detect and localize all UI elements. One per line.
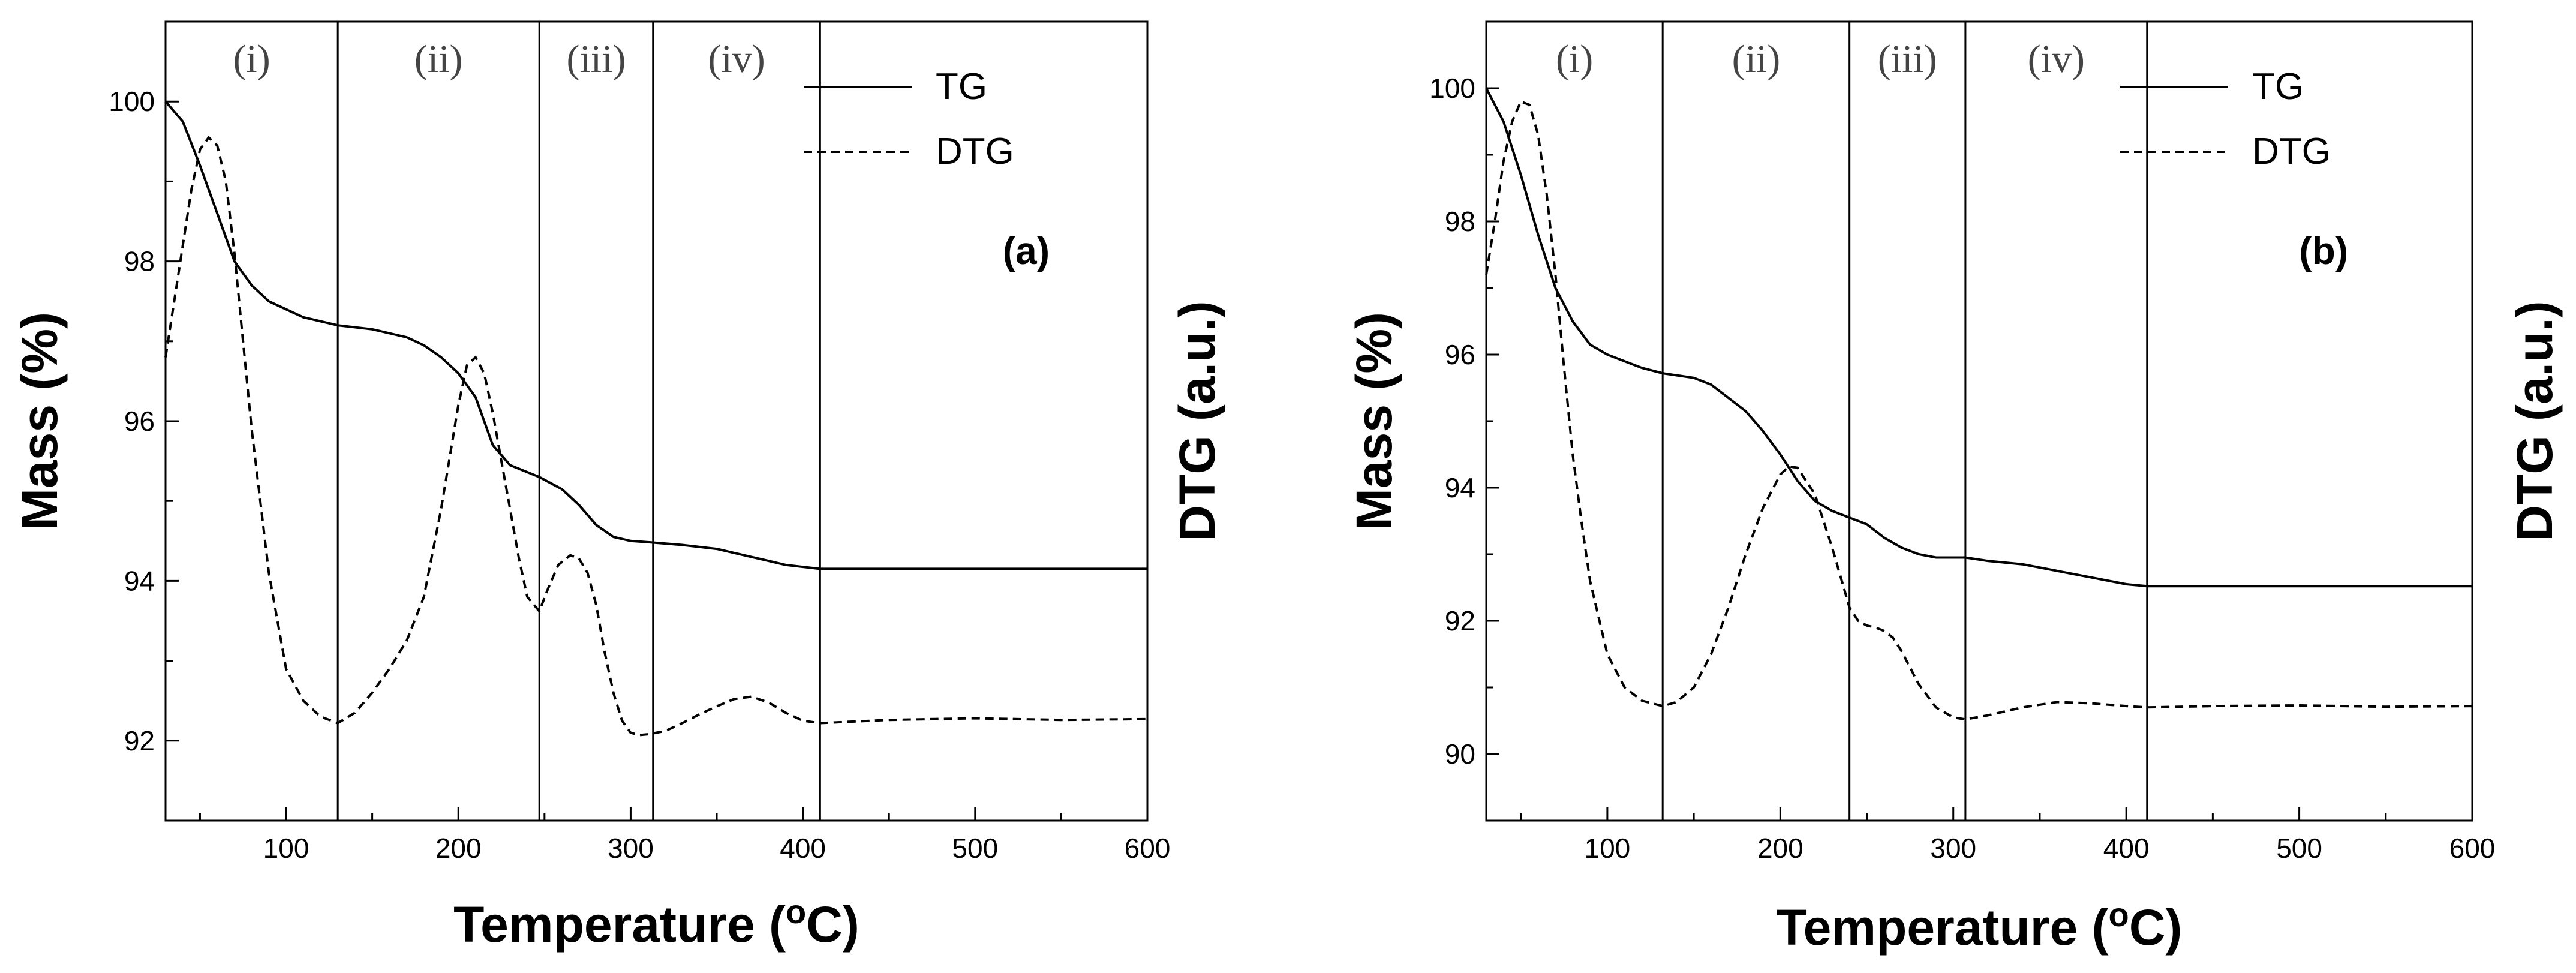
x-tick-label: 400 <box>780 833 826 864</box>
y-tick-label: 100 <box>109 86 155 117</box>
x-tick-label: 100 <box>263 833 309 864</box>
x-tick-label: 200 <box>1757 833 1803 864</box>
x-axis-title-superscript: o <box>786 893 806 930</box>
y-tick-label: 96 <box>124 406 155 437</box>
x-tick-label: 200 <box>435 833 482 864</box>
legend-label-tg: TG <box>2252 66 2304 107</box>
x-axis-title-unit: C) <box>2129 899 2183 956</box>
region-label: (iv) <box>708 37 765 81</box>
legend-label-dtg: DTG <box>936 131 1014 172</box>
x-tick-label: 600 <box>1125 833 1171 864</box>
x-axis-title-superscript: o <box>2109 896 2129 933</box>
y-tick-label: 94 <box>124 565 155 596</box>
region-label: (iv) <box>2028 37 2085 81</box>
region-label: (iii) <box>1878 37 1937 81</box>
series-line-dtg <box>1485 100 2473 721</box>
y2-axis-title: DTG (a.u.) <box>1169 301 1225 541</box>
y-tick-label: 98 <box>1445 206 1475 237</box>
series-line-tg <box>164 100 1147 570</box>
panel-tag: (a) <box>1003 229 1050 272</box>
chart-panel-a: 100 200 300 400 500 600 92 94 96 98 100 (i) (ii) (iii… <box>11 20 1225 953</box>
y-tick-label: 92 <box>1445 605 1475 636</box>
y-tick-label: 90 <box>1445 738 1475 770</box>
x-tick-label: 100 <box>1585 833 1631 864</box>
x-tick-label: 600 <box>2449 833 2496 864</box>
x-axis-title: Temperature (oC) <box>1777 896 2183 956</box>
x-tick-label: 500 <box>952 833 998 864</box>
x-axis-title-text: Temperature ( <box>453 896 786 953</box>
y-tick-label: 98 <box>124 246 155 277</box>
y-tick-label: 100 <box>1429 73 1475 104</box>
legend-label-tg: TG <box>936 66 987 107</box>
y-axis-title: Mass (%) <box>1346 312 1402 530</box>
region-label: (i) <box>1556 37 1593 81</box>
panel-tag: (b) <box>2299 229 2348 272</box>
y-tick-label: 96 <box>1445 339 1475 370</box>
x-tick-label: 500 <box>2276 833 2322 864</box>
x-axis-title-text: Temperature ( <box>1777 899 2109 956</box>
y2-axis-title: DTG (a.u.) <box>2506 301 2563 541</box>
series-line-tg <box>1485 88 2472 588</box>
region-label: (ii) <box>1732 37 1781 81</box>
region-label: (i) <box>233 37 270 81</box>
region-label: (ii) <box>414 37 463 81</box>
x-tick-label: 400 <box>2103 833 2150 864</box>
series-line-dtg <box>164 136 1148 737</box>
x-tick-label: 300 <box>608 833 654 864</box>
chart-panel-b: 100 200 300 400 500 600 90 92 94 96 98 100 (i) (ii) (i… <box>1346 20 2563 956</box>
region-label: (iii) <box>566 37 626 81</box>
legend-label-dtg: DTG <box>2252 131 2331 172</box>
x-tick-label: 300 <box>1930 833 1976 864</box>
y-tick-label: 94 <box>1445 472 1475 503</box>
y-tick-label: 92 <box>124 725 155 756</box>
y-axis-title: Mass (%) <box>11 312 68 530</box>
x-axis-title: Temperature (oC) <box>453 893 859 953</box>
x-axis-title-unit: C) <box>806 896 859 953</box>
